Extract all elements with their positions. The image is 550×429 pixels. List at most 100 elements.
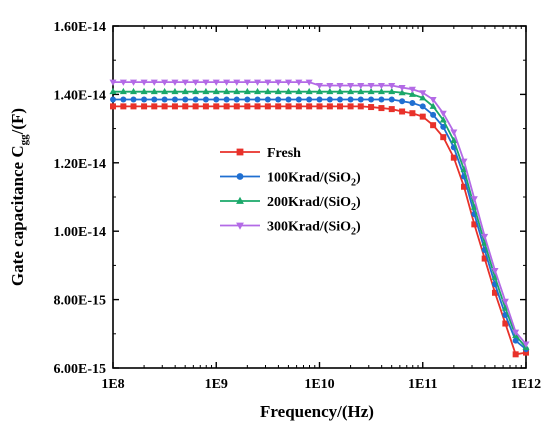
y-title-main: Gate capacitance C — [8, 145, 27, 286]
data-point — [223, 79, 231, 86]
data-point — [151, 103, 158, 110]
axes: 1E8 1E9 1E10 1E11 1E12 6.00E-15 8.00E-15 1.00E-… — [54, 20, 542, 392]
data-point — [419, 113, 426, 120]
data-point — [140, 87, 148, 95]
data-point — [461, 183, 468, 190]
data-point — [161, 87, 169, 95]
data-point — [264, 79, 272, 86]
data-point — [141, 96, 148, 103]
data-point — [368, 96, 375, 103]
data-point — [202, 87, 210, 95]
data-point — [419, 94, 427, 101]
x-tick-label: 1E10 — [304, 377, 334, 392]
data-point — [110, 103, 116, 110]
data-point — [161, 79, 169, 86]
data-point — [419, 103, 426, 110]
legend-label-main: Fresh — [267, 146, 301, 161]
data-point — [471, 221, 478, 228]
legend-label-suffix: ) — [356, 171, 361, 186]
data-point — [130, 96, 137, 103]
data-point — [285, 96, 292, 103]
legend-item-1: Fresh — [220, 146, 301, 161]
data-point — [150, 87, 158, 95]
data-point — [501, 298, 509, 306]
data-point — [130, 103, 137, 110]
data-point — [377, 87, 385, 95]
data-point — [223, 87, 231, 95]
data-point — [523, 349, 529, 356]
data-point — [450, 129, 458, 136]
data-point — [192, 79, 200, 86]
data-point — [244, 96, 251, 103]
data-point — [377, 83, 385, 90]
data-point — [347, 83, 355, 90]
data-point — [236, 148, 244, 156]
y-title-suffix: /(F) — [8, 108, 27, 135]
data-point — [357, 83, 365, 90]
data-point — [368, 104, 375, 111]
x-tick-label: 1E12 — [511, 377, 541, 392]
data-point — [161, 103, 168, 110]
data-point — [233, 79, 241, 86]
data-point — [243, 79, 251, 86]
data-point — [491, 268, 499, 275]
y-tick-label: 1.00E-14 — [54, 225, 107, 240]
y-tick-label: 6.00E-15 — [54, 362, 107, 377]
y-title-subscript: gg — [18, 134, 30, 146]
y-tick-label: 8.00E-15 — [54, 294, 107, 309]
data-point — [130, 79, 138, 86]
series-layer — [109, 79, 530, 358]
data-point — [388, 106, 395, 113]
data-point — [357, 103, 364, 110]
data-point — [439, 110, 447, 118]
data-point — [109, 87, 117, 95]
data-point — [202, 79, 210, 86]
data-point — [337, 103, 344, 110]
data-point — [285, 103, 292, 110]
series-3 — [109, 87, 530, 350]
data-point — [264, 96, 271, 103]
data-point — [202, 103, 209, 110]
legend-label-suffix: ) — [356, 195, 361, 210]
series-1 — [110, 103, 529, 358]
data-point — [274, 87, 282, 95]
data-point — [326, 87, 334, 95]
data-point — [236, 222, 244, 230]
data-point — [316, 87, 323, 95]
data-point — [357, 87, 365, 95]
data-point — [275, 103, 282, 110]
data-point — [367, 87, 375, 95]
data-point — [460, 158, 468, 165]
data-point — [171, 96, 178, 103]
data-point — [202, 96, 209, 103]
data-point — [141, 103, 148, 110]
data-point — [305, 79, 313, 86]
y-axis-title: Gate capacitance Cgg/(F) — [8, 108, 30, 286]
data-point — [295, 87, 303, 95]
data-point — [213, 96, 220, 103]
data-point — [481, 233, 489, 241]
data-point — [378, 96, 385, 103]
data-point — [450, 136, 458, 144]
data-point — [140, 79, 148, 86]
data-point — [347, 96, 354, 103]
y-tick-label: 1.40E-14 — [54, 88, 107, 103]
data-point — [512, 329, 520, 336]
data-point — [254, 103, 261, 110]
data-point — [316, 103, 323, 110]
data-point — [326, 83, 334, 90]
data-point — [408, 90, 416, 97]
data-point — [192, 87, 200, 95]
data-point — [285, 79, 293, 86]
data-point — [254, 96, 261, 103]
x-tick-label: 1E11 — [408, 377, 438, 392]
data-point — [347, 103, 354, 110]
data-point — [274, 79, 282, 86]
data-point — [440, 123, 447, 130]
y-tick-label: 1.20E-14 — [54, 157, 107, 172]
legend-label-main: 100Krad/(SiO — [267, 171, 351, 186]
data-point — [336, 87, 344, 95]
data-point — [236, 173, 244, 180]
data-point — [236, 196, 244, 204]
